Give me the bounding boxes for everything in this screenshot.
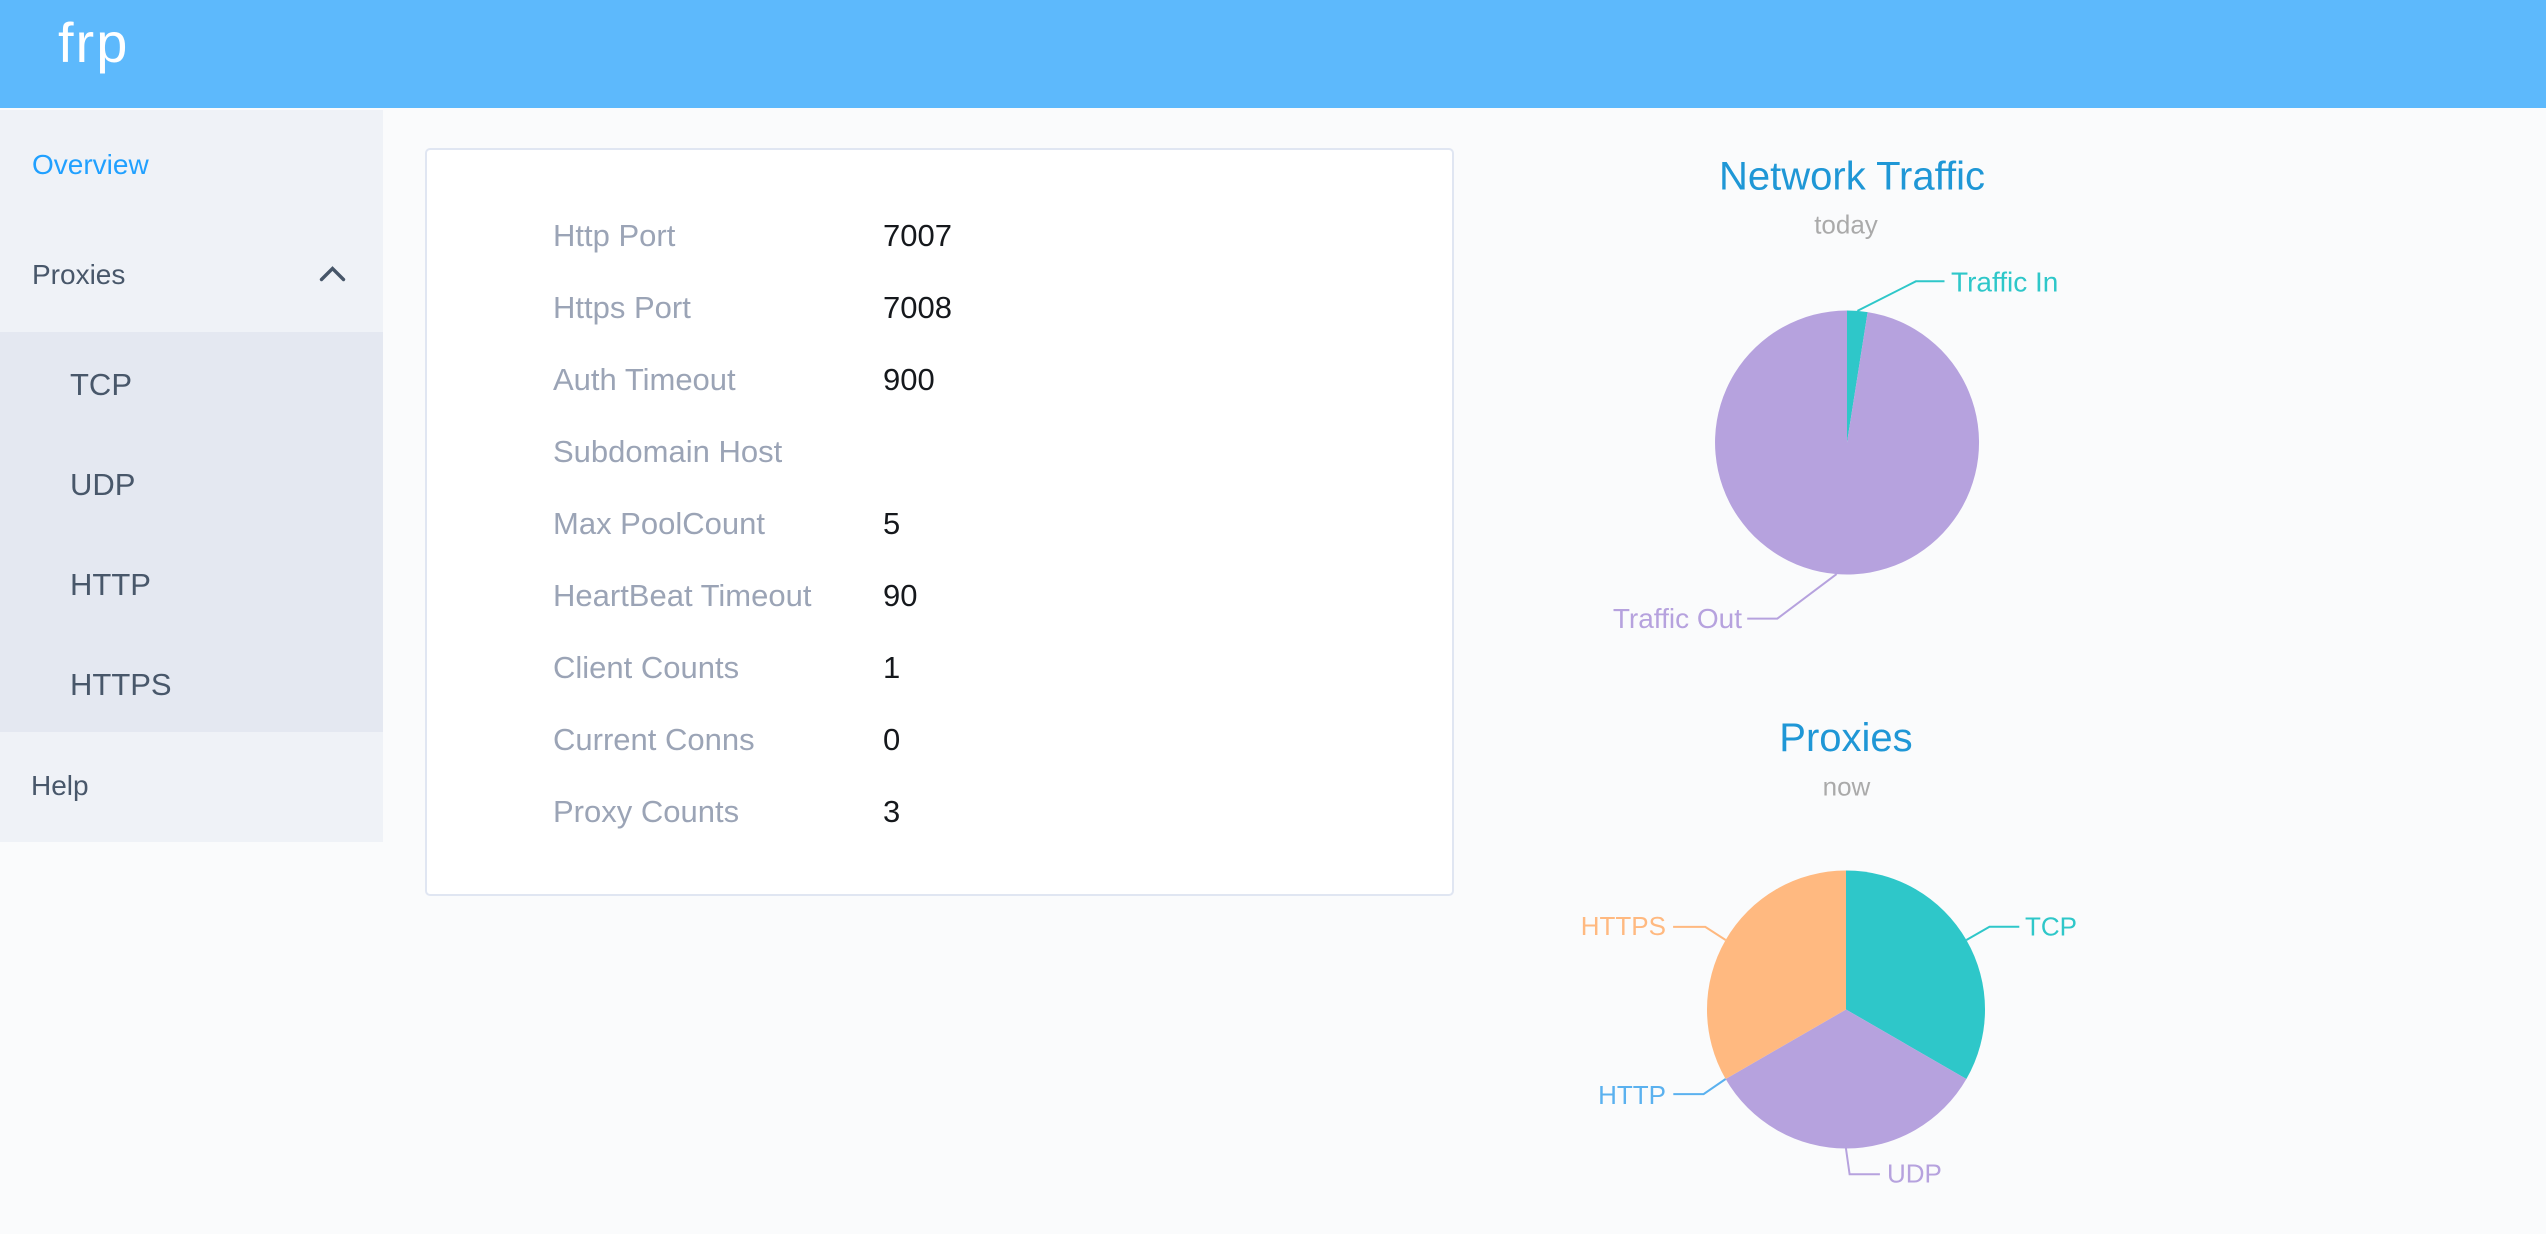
svg-text:TCP: TCP	[2025, 911, 2077, 941]
svg-text:HTTP: HTTP	[1598, 1080, 1666, 1110]
svg-text:Traffic Out: Traffic Out	[1613, 603, 1742, 634]
svg-text:Network Traffic: Network Traffic	[1719, 155, 1985, 199]
svg-text:UDP: UDP	[1887, 1158, 1942, 1188]
svg-text:Traffic In: Traffic In	[1951, 267, 2058, 298]
svg-text:HTTPS: HTTPS	[1581, 911, 1666, 941]
svg-text:Proxies: Proxies	[1779, 716, 1912, 760]
svg-text:today: today	[1814, 210, 1878, 240]
svg-text:now: now	[1823, 772, 1871, 802]
